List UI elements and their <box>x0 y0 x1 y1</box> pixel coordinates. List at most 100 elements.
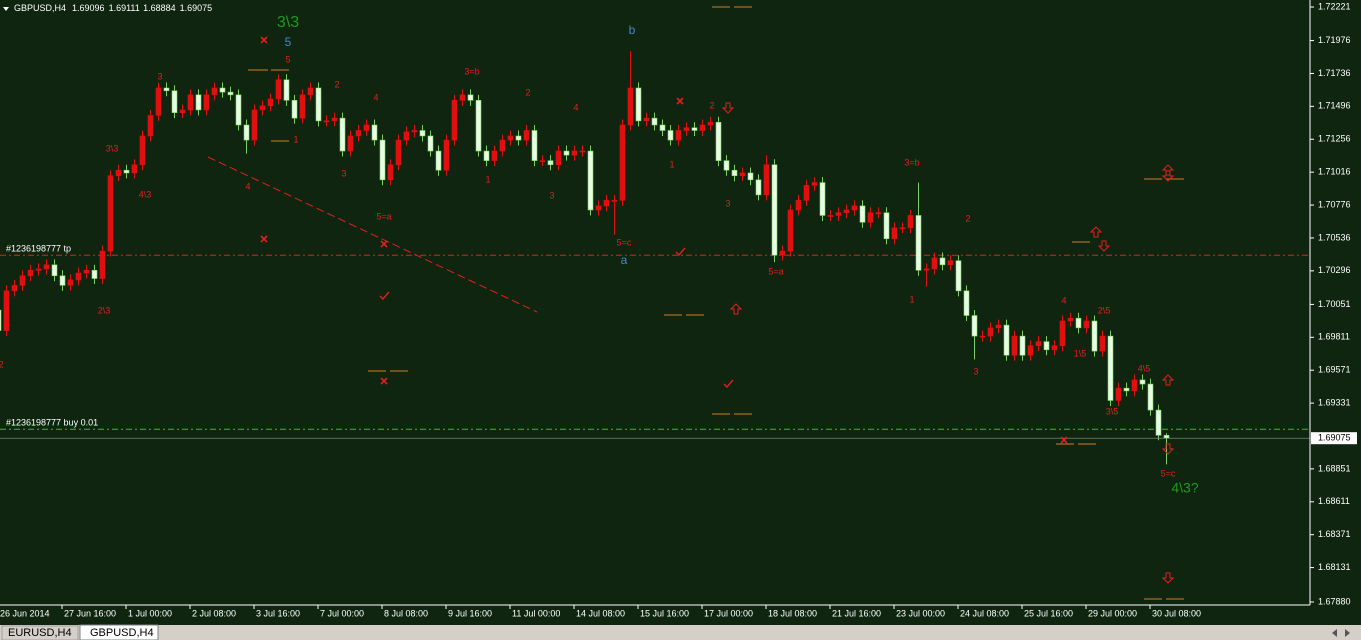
candle-body <box>3 290 10 331</box>
tab-label[interactable]: EURUSD,H4 <box>8 627 72 639</box>
cross-icon <box>260 36 268 44</box>
candle-body <box>1107 335 1114 401</box>
candle-body <box>563 150 570 156</box>
y-tick-label: 1.69331 <box>1318 397 1351 407</box>
candle-body <box>747 172 754 181</box>
candle-body <box>947 260 954 266</box>
check-icon <box>723 379 734 389</box>
x-tick-label: 7 Jul 00:00 <box>320 608 364 618</box>
y-tick-label: 1.71496 <box>1318 101 1351 111</box>
down-arrow-icon <box>1161 170 1175 182</box>
candle-body <box>1139 379 1146 385</box>
candle-body <box>1011 335 1018 356</box>
candle-body <box>667 130 674 141</box>
x-tick-label: 29 Jul 00:00 <box>1088 608 1137 618</box>
up-arrow-icon <box>1161 374 1175 386</box>
candle-body <box>139 135 146 166</box>
candle-body <box>515 135 522 141</box>
candle-body <box>1027 345 1034 356</box>
candle-body <box>979 335 986 338</box>
up-arrow-icon <box>729 303 743 315</box>
candle-body <box>387 164 394 181</box>
candle-body <box>475 100 482 152</box>
cross-icon <box>380 240 388 248</box>
candle-body <box>483 150 490 161</box>
candle-body <box>219 87 226 93</box>
scroll-right[interactable] <box>1345 629 1350 637</box>
candle-body <box>883 212 890 240</box>
candle-body <box>715 121 722 161</box>
wave-label: 5=c <box>617 237 632 247</box>
wave-label: 5=a <box>376 211 391 221</box>
down-arrow-icon <box>1097 240 1111 252</box>
candle-body <box>811 182 818 186</box>
wave-label: 1 <box>293 134 298 144</box>
one-click-toggle[interactable] <box>3 7 9 11</box>
up-arrow-icon <box>1089 226 1103 238</box>
candle-body <box>155 87 162 116</box>
candle-body <box>531 130 538 161</box>
candle-body <box>1003 324 1010 356</box>
candle-body <box>643 117 650 122</box>
candle-body <box>171 90 178 113</box>
candle-body <box>899 227 906 230</box>
candle-body <box>291 100 298 119</box>
wave-label: 4\5 <box>1138 363 1151 373</box>
wave-label: 4\3 <box>139 189 152 199</box>
last-high: 1.69111 <box>109 3 140 13</box>
wave-label: 3 <box>549 190 554 200</box>
candle-body <box>803 185 810 201</box>
wave-label: 5 <box>285 54 290 64</box>
candle-body <box>235 94 242 126</box>
signal-icons <box>260 36 1175 584</box>
y-tick-label: 1.70536 <box>1318 232 1351 242</box>
x-tick-label: 11 Jul 00:00 <box>512 608 560 618</box>
x-tick-label: 25 Jul 16:00 <box>1024 608 1073 618</box>
candle-body <box>795 200 802 211</box>
price-box <box>1311 432 1357 445</box>
tab-label[interactable]: GBPUSD,H4 <box>90 627 154 639</box>
scroll-left[interactable] <box>1332 629 1337 637</box>
x-tick-label: 27 Jun 16:00 <box>64 608 116 618</box>
wave-label: 2 <box>709 100 714 110</box>
candle-body <box>347 135 354 152</box>
wave-label: 2 <box>0 359 4 369</box>
x-tick-label: 3 Jul 16:00 <box>256 608 300 618</box>
candle-body <box>251 109 258 141</box>
candle-body <box>1123 387 1130 392</box>
y-tick-label: 1.72221 <box>1318 1 1351 11</box>
wave-label: 5=a <box>768 266 783 276</box>
candle-body <box>131 164 138 174</box>
tab-active[interactable] <box>79 624 159 640</box>
wave-label: a <box>621 253 628 267</box>
candle-body <box>635 87 642 122</box>
x-tick-label: 23 Jul 00:00 <box>896 608 945 618</box>
candle-body <box>1163 435 1170 439</box>
wave-label: 3 <box>725 198 730 208</box>
candle-body <box>987 327 994 337</box>
wave-label: 1 <box>669 159 674 169</box>
candle-body <box>443 139 450 171</box>
candle-body <box>547 160 554 166</box>
candle-body <box>875 212 882 215</box>
cross-icon <box>676 97 684 105</box>
candle-body <box>363 124 370 131</box>
candle-body <box>523 130 530 141</box>
candle-body <box>651 117 658 126</box>
candle-body <box>539 160 546 162</box>
candle-body <box>827 215 834 217</box>
candle-body <box>323 120 330 123</box>
candle-body <box>571 150 578 156</box>
cross-icon <box>1060 436 1068 444</box>
y-tick-label: 1.70051 <box>1318 299 1351 309</box>
wave-label: 2\5 <box>1098 305 1111 315</box>
candle-body <box>403 131 410 141</box>
wave-label: b <box>629 23 636 37</box>
y-tick-label: 1.67880 <box>1318 596 1351 606</box>
wave-label: 4 <box>373 92 378 102</box>
candle-body <box>283 79 290 101</box>
tab[interactable] <box>1 625 79 640</box>
candle-body <box>267 98 274 107</box>
